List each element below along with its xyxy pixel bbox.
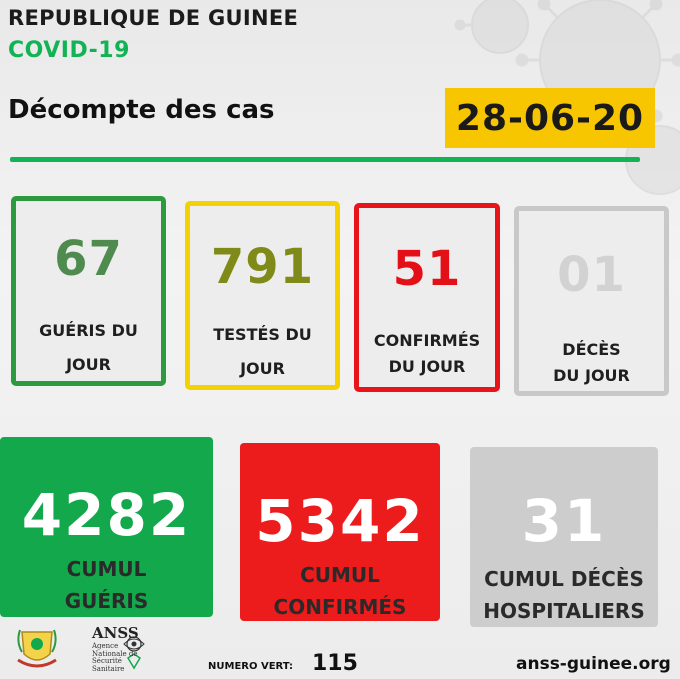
daily-deaths-value: 01 <box>557 247 626 303</box>
country-title: REPUBLIQUE DE GUINEE <box>8 6 299 30</box>
cumulative-deaths-label: CUMUL DÉCÈS HOSPITALIERS <box>483 567 645 623</box>
website-link[interactable]: anss-guinee.org <box>516 654 671 674</box>
page-title: Décompte des cas <box>8 95 275 125</box>
cumulative-card-deaths: 31 CUMUL DÉCÈS HOSPITALIERS <box>470 447 658 627</box>
daily-card-tested: 791 TESTÉS DU JOUR <box>185 201 340 390</box>
cumulative-card-recovered: 4282 CUMUL GUÉRIS <box>0 437 213 617</box>
cumulative-recovered-value: 4282 <box>21 481 192 549</box>
cumulative-confirmed-value: 5342 <box>255 487 425 555</box>
anss-name: ANSS <box>92 624 139 642</box>
header-divider <box>10 157 640 162</box>
anss-subtitle: Agence Nationale de Sécurité Sanitaire <box>92 642 138 673</box>
cumulative-card-confirmed: 5342 CUMUL CONFIRMÉS <box>240 443 440 621</box>
daily-card-deaths: 01 DÉCÈS DU JOUR <box>514 206 669 396</box>
cumulative-deaths-value: 31 <box>521 487 607 555</box>
daily-confirmed-label: CONFIRMÉS DU JOUR <box>373 331 481 376</box>
daily-deaths-label: DÉCÈS DU JOUR <box>553 340 630 385</box>
daily-card-confirmed: 51 CONFIRMÉS DU JOUR <box>354 203 500 392</box>
daily-tested-value: 791 <box>210 239 315 295</box>
daily-recovered-label: GUÉRIS DU JOUR <box>39 321 138 374</box>
hotline-number: 115 <box>312 651 358 676</box>
hotline-label: NUMERO VERT: <box>208 661 294 672</box>
daily-tested-label: TESTÉS DU JOUR <box>213 325 312 378</box>
cumulative-recovered-label: CUMUL GUÉRIS <box>64 557 149 613</box>
campaign-title: COVID-19 <box>8 38 130 63</box>
coat-of-arms-icon <box>17 629 57 668</box>
date-badge: 28-06-20 <box>445 88 655 148</box>
daily-recovered-value: 67 <box>54 231 123 287</box>
anss-logo-icon <box>123 636 145 670</box>
daily-card-recovered: 67 GUÉRIS DU JOUR <box>11 196 166 386</box>
cumulative-confirmed-label: CUMUL CONFIRMÉS <box>273 563 407 619</box>
daily-confirmed-value: 51 <box>392 241 462 297</box>
